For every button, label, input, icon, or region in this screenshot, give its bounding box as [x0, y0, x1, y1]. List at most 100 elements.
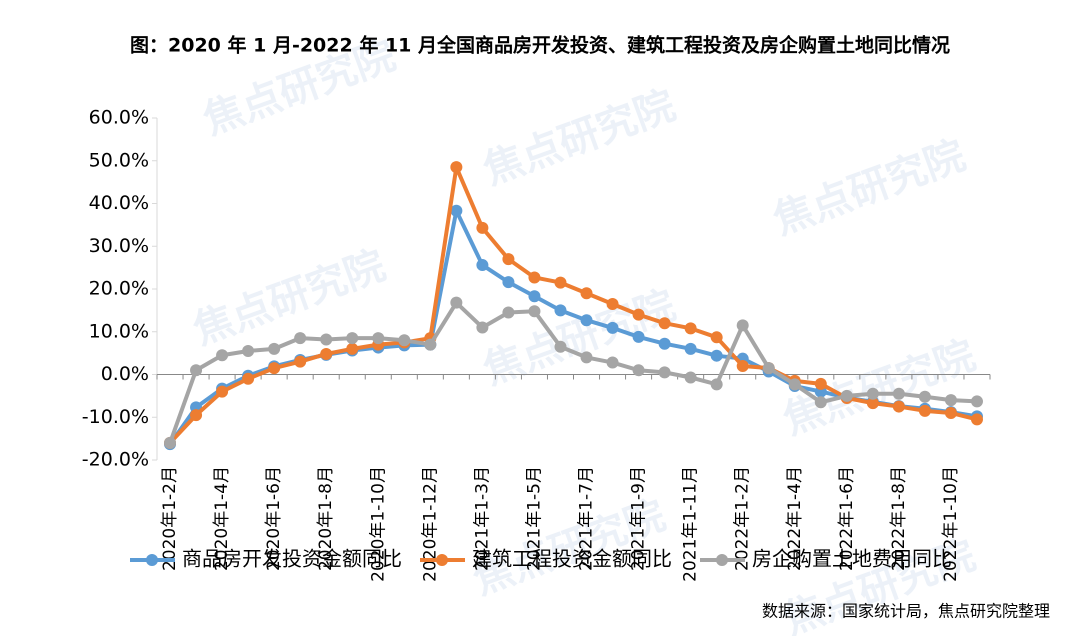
data-point	[684, 371, 697, 384]
data-point	[970, 395, 983, 408]
data-point	[554, 276, 567, 289]
data-point	[918, 404, 931, 417]
data-point	[658, 337, 671, 350]
x-tick-label: 2020年1-4月	[212, 466, 232, 571]
data-point	[658, 366, 671, 379]
x-tick-label: 2021年1-11月	[681, 466, 701, 582]
x-tick-label: 2022年1-8月	[889, 466, 909, 571]
data-point	[710, 378, 723, 391]
y-tick-label: 30.0%	[89, 235, 149, 257]
data-point	[866, 387, 879, 400]
source-note: 数据来源：国家统计局，焦点研究院整理	[762, 602, 1050, 621]
data-point	[658, 317, 671, 330]
data-point	[450, 161, 463, 174]
data-point	[294, 332, 307, 345]
data-point	[606, 356, 619, 369]
data-point	[320, 347, 333, 360]
data-point	[268, 342, 281, 355]
data-point	[632, 308, 645, 321]
y-tick-label: 40.0%	[89, 192, 149, 214]
data-point	[346, 332, 359, 345]
data-point	[268, 362, 281, 375]
data-point	[684, 322, 697, 335]
data-point	[476, 259, 489, 272]
data-point	[580, 314, 593, 327]
legend-marker	[436, 554, 448, 566]
x-tick-label: 2021年1-7月	[577, 466, 597, 571]
x-tick-label: 2021年1-3月	[472, 466, 492, 571]
watermark: 焦点研究院	[477, 82, 681, 194]
data-point	[632, 330, 645, 343]
data-point	[216, 349, 229, 362]
x-tick-label: 2022年1-6月	[837, 466, 857, 571]
y-tick-label: 0.0%	[101, 363, 149, 385]
data-point	[502, 253, 515, 266]
y-tick-label: 50.0%	[89, 149, 149, 171]
data-point	[320, 333, 333, 346]
y-tick-label: 60.0%	[89, 107, 149, 129]
data-point	[450, 204, 463, 217]
data-point	[580, 351, 593, 364]
x-tick-label: 2020年1-6月	[264, 466, 284, 571]
y-tick-label: -20.0%	[82, 449, 149, 471]
data-point	[736, 359, 749, 372]
data-point	[710, 349, 723, 362]
data-point	[710, 331, 723, 344]
y-tick-label: -10.0%	[82, 406, 149, 428]
data-point	[606, 321, 619, 334]
data-point	[606, 297, 619, 310]
legend-marker	[716, 554, 728, 566]
y-tick-label: 20.0%	[89, 278, 149, 300]
data-point	[632, 364, 645, 377]
data-point	[918, 390, 931, 403]
data-point	[398, 334, 411, 347]
data-point	[970, 413, 983, 426]
data-point	[424, 338, 437, 351]
data-point	[736, 319, 749, 332]
data-point	[476, 321, 489, 334]
chart-title: 图：2020 年 1 月-2022 年 11 月全国商品房开发投资、建筑工程投资…	[130, 34, 950, 57]
x-tick-label: 2020年1-2月	[160, 466, 180, 571]
data-point	[372, 332, 385, 345]
legend-label: 商品房开发投资金额同比	[182, 547, 402, 571]
data-point	[346, 342, 359, 355]
data-point	[502, 276, 515, 289]
data-point	[528, 305, 541, 318]
data-point	[528, 290, 541, 303]
y-tick-label: 10.0%	[89, 320, 149, 342]
data-point	[788, 378, 801, 391]
watermark: 焦点研究院	[767, 132, 971, 244]
data-point	[892, 387, 905, 400]
x-tick-label: 2022年1-4月	[785, 466, 805, 571]
data-point	[554, 340, 567, 353]
data-point	[684, 342, 697, 355]
data-point	[866, 397, 879, 410]
data-point	[814, 396, 827, 409]
x-tick-label: 2022年1-10月	[941, 466, 961, 582]
data-point	[840, 389, 853, 402]
data-point	[944, 394, 957, 407]
data-point	[216, 385, 229, 398]
data-point	[762, 362, 775, 375]
data-point	[502, 306, 515, 319]
data-point	[814, 377, 827, 390]
data-point	[450, 296, 463, 309]
legend-label: 房企购置土地费用同比	[752, 547, 952, 571]
x-tick-label: 2021年1-5月	[524, 466, 544, 571]
x-tick-label: 2020年1-12月	[420, 466, 440, 582]
data-point	[476, 221, 489, 234]
data-point	[580, 287, 593, 300]
x-tick-label: 2020年1-8月	[316, 466, 336, 571]
data-point	[528, 271, 541, 284]
x-tick-label: 2021年1-9月	[629, 466, 649, 571]
data-point	[242, 372, 255, 385]
x-tick-label: 2022年1-2月	[733, 466, 753, 571]
data-point	[892, 400, 905, 413]
data-point	[190, 364, 203, 377]
data-point	[294, 355, 307, 368]
legend-marker	[146, 554, 158, 566]
data-point	[164, 436, 177, 449]
data-point	[554, 304, 567, 317]
data-point	[242, 344, 255, 357]
